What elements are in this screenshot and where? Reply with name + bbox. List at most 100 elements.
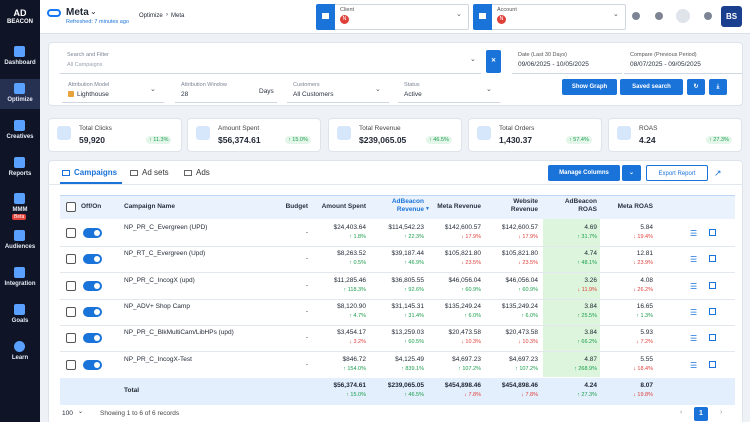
header-cell[interactable]: Website Revenue [510,198,538,213]
row-checkbox[interactable] [66,333,76,344]
nav-icon[interactable] [14,193,25,204]
saved-search-button[interactable]: Saved search [620,79,683,95]
top-icon[interactable] [655,12,663,20]
header-cell: Campaign Name [124,203,175,210]
cart-icon[interactable]: ☰ [690,307,698,317]
cart-icon[interactable]: ☰ [690,281,698,291]
cell-value: $31,145.31 [391,302,424,310]
next-page[interactable]: › [720,409,723,416]
cart-icon[interactable]: ☰ [690,229,698,238]
cell-value: $39,187.44 [391,250,424,258]
toggle[interactable] [83,280,102,291]
cart-icon[interactable]: ☰ [690,255,698,265]
campaign-name[interactable]: NP_PR_C_IncogX (upd) [124,276,195,284]
row-checkbox[interactable] [66,280,76,291]
header-cell[interactable]: Amount Spent [321,203,366,210]
toggle[interactable] [83,306,102,317]
nav-icon[interactable] [14,157,25,168]
campaign-name[interactable]: NP_PR_C_Evergreen (UPD) [124,224,208,231]
top-icon[interactable] [632,12,640,20]
nav-icon[interactable] [14,304,25,315]
cell-value: $4,125.49 [395,355,424,363]
select-field[interactable] [398,78,500,103]
user-avatar[interactable]: BS [721,6,742,27]
tab[interactable]: Campaigns [74,168,118,177]
total-row [60,377,735,405]
kpi-label: ROAS [639,125,658,132]
nav-label[interactable]: Creatives [6,134,34,140]
nav-icon[interactable] [14,83,25,94]
box-icon[interactable] [709,281,716,289]
box-icon[interactable] [709,360,716,368]
toggle[interactable] [83,228,102,238]
export-button[interactable]: Export Report [646,165,708,181]
box-icon[interactable] [709,255,716,263]
nav-label[interactable]: Optimize [7,97,33,103]
header-cell[interactable]: Meta ROAS [617,203,653,210]
cell-change: ↑ 839.1% [401,365,424,372]
refresh-button[interactable]: ↻ [687,79,705,95]
toggle[interactable] [83,254,102,265]
row-checkbox[interactable] [66,254,76,265]
tab-underline [60,182,122,184]
trend-icon[interactable]: ↗ [714,168,722,178]
page-size[interactable]: 100 [62,410,73,417]
box-icon[interactable] [709,334,716,342]
date-field[interactable] [624,48,742,74]
nav-icon[interactable] [14,230,25,241]
select-field[interactable] [287,78,389,103]
select-field[interactable] [175,78,277,103]
date-field[interactable] [512,48,622,74]
select-field[interactable] [62,78,164,103]
box-icon[interactable] [709,229,716,236]
nav-label[interactable]: Integration [4,281,36,287]
nav-icon[interactable] [14,46,25,57]
toggle-knob [94,308,100,315]
row-checkbox[interactable] [66,306,76,317]
toggle[interactable] [83,359,102,370]
cell-value: $105,821.80 [501,250,538,258]
field-value: 09/06/2025 - 10/05/2025 [518,61,589,68]
campaign-name[interactable]: NP_PR_C_IncogX-Test [124,355,192,363]
tab[interactable]: Ad sets [142,168,169,177]
settings-icon[interactable] [704,12,712,20]
platform[interactable]: Meta [66,7,89,18]
nav-label[interactable]: Dashboard [4,60,36,66]
nav-label[interactable]: Goals [11,318,29,324]
manage-columns-button[interactable]: Manage Columns [548,165,620,181]
show-graph-button[interactable]: Show Graph [562,79,617,95]
lighthouse-icon [68,91,74,97]
box-icon[interactable] [709,307,716,315]
search-field[interactable] [60,48,481,74]
row-checkbox[interactable] [66,359,76,370]
page-button[interactable]: 1 [694,407,708,421]
header-cell[interactable]: Meta Revenue [437,203,481,210]
nav-label[interactable]: Reports [8,171,32,177]
cart-icon[interactable]: ☰ [690,334,698,344]
tab[interactable]: Ads [196,168,210,177]
nav-icon[interactable] [14,267,25,278]
nav-icon[interactable] [14,120,25,131]
budget: - [305,307,308,315]
prev-page[interactable]: ‹ [680,409,683,416]
cart-icon[interactable]: ☰ [690,360,698,370]
download-button[interactable]: ⤓ [709,79,727,95]
nav-label[interactable]: Learn [11,355,29,361]
nav-label[interactable]: Audiences [4,244,36,250]
campaign-name[interactable]: NP_RT_C_Evergreen (Upd) [124,250,206,258]
selector[interactable] [335,4,469,30]
manage-columns-caret[interactable]: ⌄ [622,165,641,181]
clear-button[interactable]: ✕ [486,50,501,73]
toggle[interactable] [83,333,102,344]
header-checkbox[interactable] [66,202,76,212]
cell-change: ↑ 66.2% [577,339,597,346]
header-cell[interactable]: AdBeacon ROAS [564,198,597,213]
toggle-knob [94,282,100,289]
nav-label[interactable]: MMM [12,207,28,213]
nav-icon[interactable] [14,341,25,352]
campaign-name[interactable]: NP_PR_C_BlkMultiCam/LibHPs (upd) [124,329,234,337]
campaign-name[interactable]: NP_ADV+ Shop Camp [124,302,190,310]
header-cell[interactable]: AdBeacon Revenue [391,198,424,213]
row-checkbox[interactable] [66,228,76,238]
selector[interactable] [492,4,626,30]
